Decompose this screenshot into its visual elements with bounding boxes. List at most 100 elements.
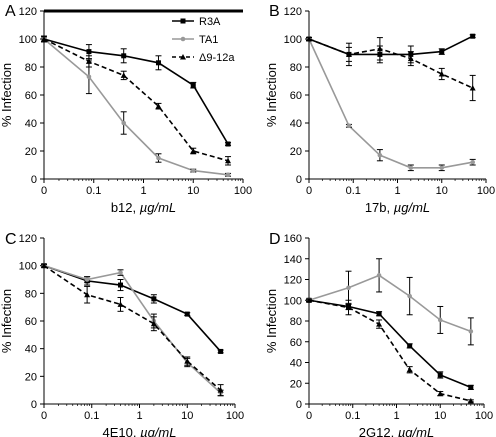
y-tick-label: 60 bbox=[25, 90, 37, 102]
data-point bbox=[437, 390, 444, 397]
x-tick-label: 1 bbox=[136, 410, 142, 422]
x-tick-label: 10 bbox=[436, 185, 448, 197]
data-point bbox=[190, 148, 197, 154]
y-axis-title: % Infection bbox=[264, 63, 279, 127]
series-line bbox=[308, 299, 472, 402]
data-point bbox=[118, 270, 123, 275]
data-point bbox=[41, 36, 47, 42]
series-triangle bbox=[306, 36, 476, 102]
y-tick-label: 0 bbox=[31, 399, 37, 411]
data-point bbox=[155, 103, 162, 109]
series-line bbox=[308, 274, 472, 333]
data-point bbox=[377, 152, 383, 158]
x-tick-label: 1 bbox=[140, 185, 146, 197]
panel-letter: C bbox=[5, 231, 17, 248]
data-point bbox=[345, 51, 352, 57]
data-point bbox=[190, 82, 196, 88]
series-circle bbox=[306, 36, 476, 172]
legend-marker bbox=[180, 54, 186, 60]
x-tick-label: 0.1 bbox=[345, 410, 360, 422]
series-line bbox=[308, 38, 473, 169]
x-axis-title: 17b, µg/mL bbox=[365, 200, 430, 215]
data-point bbox=[439, 165, 445, 171]
y-tick-label: 120 bbox=[19, 233, 37, 245]
x-tick-label: 0.1 bbox=[84, 410, 99, 422]
x-tick-label: 100 bbox=[226, 410, 244, 422]
y-axis-title: % Infection bbox=[0, 63, 14, 127]
data-point bbox=[121, 120, 127, 126]
data-point bbox=[84, 291, 91, 298]
series-line bbox=[308, 35, 474, 56]
data-point bbox=[437, 317, 443, 323]
x-tick-label: 100 bbox=[475, 410, 493, 422]
data-point bbox=[85, 58, 92, 64]
x-tick-label: 0 bbox=[306, 410, 312, 422]
series-triangle bbox=[41, 262, 224, 397]
data-point bbox=[225, 141, 231, 147]
data-point bbox=[184, 311, 190, 317]
y-tick-label: 120 bbox=[19, 6, 37, 18]
y-tick-label: 20 bbox=[290, 146, 302, 158]
y-tick-label: 20 bbox=[25, 146, 37, 158]
y-tick-label: 80 bbox=[290, 316, 302, 328]
series-circle bbox=[306, 258, 474, 346]
data-point bbox=[468, 384, 474, 390]
x-axis-title: b12, µg/mL bbox=[111, 200, 176, 215]
data-point bbox=[438, 71, 445, 77]
data-point bbox=[346, 285, 351, 291]
series-square bbox=[41, 263, 224, 354]
x-tick-label: 100 bbox=[234, 185, 252, 197]
x-tick-label: 10 bbox=[434, 410, 446, 422]
data-point bbox=[217, 387, 224, 393]
data-point bbox=[346, 123, 352, 129]
x-tick-label: 10 bbox=[181, 410, 193, 422]
series-line bbox=[43, 264, 222, 394]
panel-d: 0 20 40 60 80 100 120 140 160 0 0.1 1 10 100 2G12, µg/… bbox=[264, 231, 493, 437]
y-tick-label: 120 bbox=[284, 275, 302, 287]
data-point bbox=[437, 372, 443, 378]
panel-letter: D bbox=[269, 231, 281, 248]
legend-marker bbox=[180, 36, 186, 42]
y-tick-label: 120 bbox=[284, 6, 302, 18]
series-triangle bbox=[41, 35, 232, 166]
data-point bbox=[376, 45, 383, 52]
series-line bbox=[43, 264, 222, 352]
data-point bbox=[306, 36, 312, 42]
data-point bbox=[156, 155, 161, 161]
y-tick-label: 40 bbox=[25, 344, 37, 356]
series-circle bbox=[41, 263, 224, 397]
data-point bbox=[376, 311, 382, 317]
panel-letter: B bbox=[269, 3, 280, 20]
data-point bbox=[407, 293, 412, 299]
x-tick-label: 0.1 bbox=[346, 185, 361, 197]
data-point bbox=[406, 366, 413, 373]
data-point bbox=[470, 33, 476, 39]
data-point bbox=[86, 74, 92, 80]
y-tick-label: 80 bbox=[25, 288, 37, 300]
y-tick-label: 60 bbox=[25, 316, 37, 328]
data-point bbox=[467, 397, 474, 404]
data-point bbox=[150, 320, 157, 327]
data-point bbox=[470, 159, 475, 165]
data-point bbox=[225, 157, 232, 164]
data-point bbox=[225, 172, 231, 178]
data-point bbox=[120, 72, 127, 78]
data-point bbox=[407, 55, 414, 62]
y-tick-label: 100 bbox=[19, 34, 37, 46]
legend-label: TA1 bbox=[199, 34, 218, 46]
y-tick-label: 0 bbox=[296, 174, 302, 186]
legend: R3A TA1 Δ9-12a bbox=[172, 16, 235, 64]
series-line bbox=[43, 38, 229, 145]
x-tick-label: 1 bbox=[393, 410, 399, 422]
y-tick-label: 140 bbox=[284, 254, 302, 266]
data-point bbox=[41, 262, 47, 269]
data-point bbox=[86, 49, 92, 55]
data-point bbox=[218, 348, 224, 354]
series-line bbox=[308, 38, 474, 89]
data-point bbox=[439, 49, 445, 55]
data-point bbox=[117, 301, 124, 307]
y-tick-label: 60 bbox=[290, 90, 302, 102]
series-square bbox=[306, 297, 474, 390]
panel-a: 0 20 40 60 80 100 120 0 0.1 1 10 100 b12, µg/mL % Inf… bbox=[0, 3, 252, 215]
data-point bbox=[184, 358, 191, 364]
